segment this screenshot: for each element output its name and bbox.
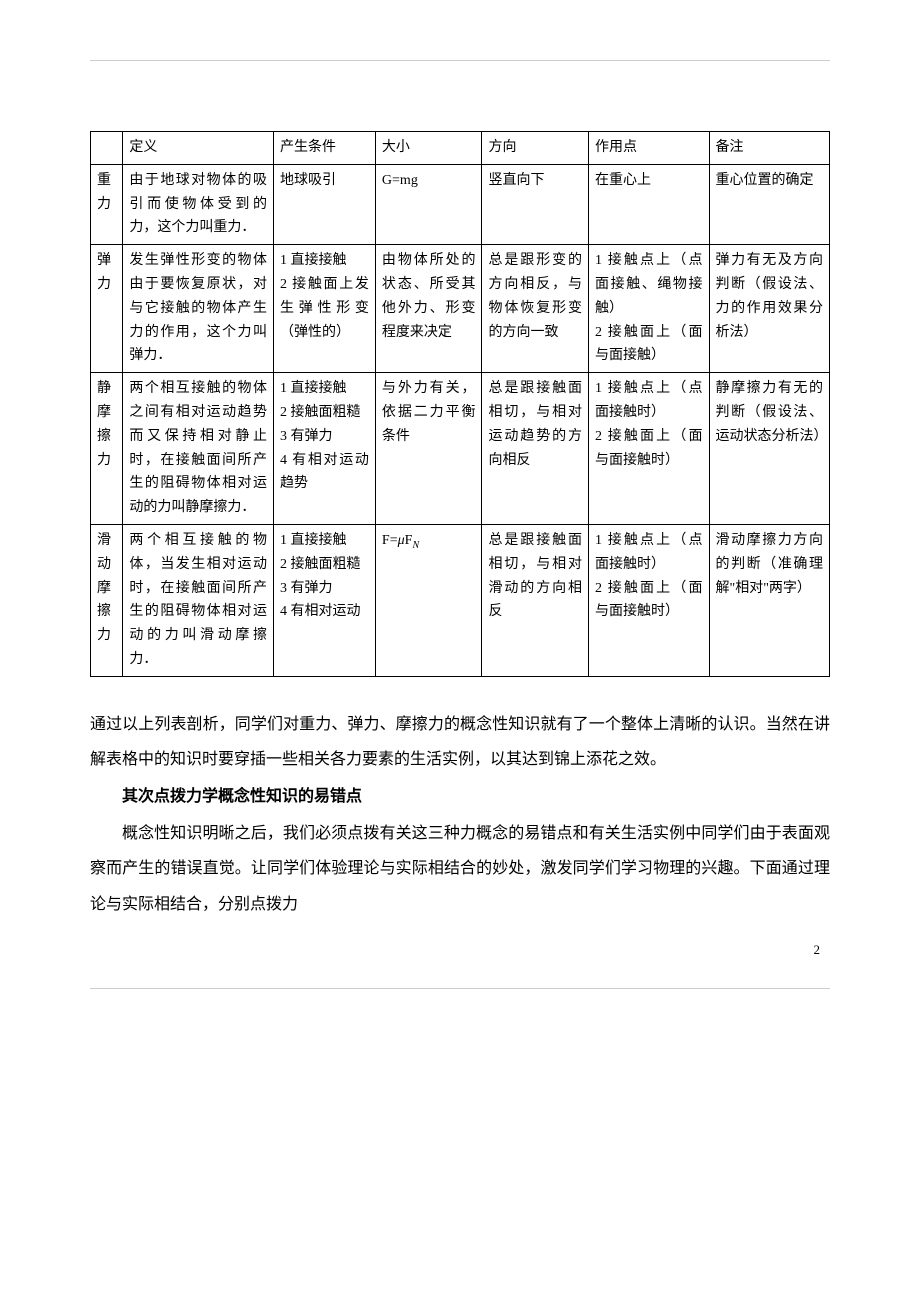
section-heading: 其次点拨力学概念性知识的易错点 <box>90 779 830 814</box>
cell-magnitude: 由物体所处的状态、所受其他外力、形变程度来决定 <box>375 245 482 373</box>
friction-formula: F=μFN <box>382 533 419 548</box>
cell-condition: 1 直接接触2 接触面粗糙3 有弹力4 有相对运动 <box>274 524 376 676</box>
cell-definition: 发生弹性形变的物体由于要恢复原状，对与它接触的物体产生力的作用，这个力叫弹力． <box>123 245 274 373</box>
cell-direction: 总是跟接触面相切，与相对滑动的方向相反 <box>482 524 589 676</box>
cell-definition: 两个相互接触的物体，当发生相对运动时，在接触面间所产生的阻碍物体相对运动的力叫滑… <box>123 524 274 676</box>
cell-magnitude: F=μFN <box>375 524 482 676</box>
paragraph: 通过以上列表剖析，同学们对重力、弹力、摩擦力的概念性知识就有了一个整体上清晰的认… <box>90 707 830 777</box>
header-cell: 方向 <box>482 132 589 165</box>
cell-direction: 总是跟接触面相切，与相对运动趋势的方向相反 <box>482 373 589 525</box>
row-name: 滑动摩擦力 <box>91 524 123 676</box>
cell-magnitude: G=mg <box>375 164 482 244</box>
header-cell <box>91 132 123 165</box>
cell-note: 重心位置的确定 <box>709 164 830 244</box>
cell-definition: 两个相互接触的物体之间有相对运动趋势而又保持相对静止时，在接触面间所产生的阻碍物… <box>123 373 274 525</box>
table-row: 滑动摩擦力 两个相互接触的物体，当发生相对运动时，在接触面间所产生的阻碍物体相对… <box>91 524 830 676</box>
cell-condition: 1 直接接触2 接触面上发生弹性形变（弹性的） <box>274 245 376 373</box>
footer-divider <box>90 988 830 989</box>
cell-condition: 地球吸引 <box>274 164 376 244</box>
cell-direction: 总是跟形变的方向相反，与物体恢复形变的方向一致 <box>482 245 589 373</box>
cell-note: 静摩擦力有无的判断（假设法、运动状态分析法） <box>709 373 830 525</box>
mu-symbol: μ <box>398 533 405 548</box>
document-page: 定义 产生条件 大小 方向 作用点 备注 重力 由于地球对物体的吸引而使物体受到… <box>90 60 830 989</box>
table-header-row: 定义 产生条件 大小 方向 作用点 备注 <box>91 132 830 165</box>
row-name: 重力 <box>91 164 123 244</box>
cell-note: 弹力有无及方向判断（假设法、力的作用效果分析法） <box>709 245 830 373</box>
cell-point: 1 接触点上（点面接触时）2 接触面上（面与面接触时） <box>589 373 709 525</box>
formula-sub: N <box>412 540 419 551</box>
header-cell: 备注 <box>709 132 830 165</box>
paragraph: 概念性知识明晰之后，我们必须点拨有关这三种力概念的易错点和有关生活实例中同学们由… <box>90 816 830 922</box>
header-cell: 定义 <box>123 132 274 165</box>
forces-table: 定义 产生条件 大小 方向 作用点 备注 重力 由于地球对物体的吸引而使物体受到… <box>90 131 830 677</box>
row-name: 弹力 <box>91 245 123 373</box>
cell-definition: 由于地球对物体的吸引而使物体受到的力，这个力叫重力． <box>123 164 274 244</box>
table-row: 静摩擦力 两个相互接触的物体之间有相对运动趋势而又保持相对静止时，在接触面间所产… <box>91 373 830 525</box>
page-number: 2 <box>90 942 830 958</box>
cell-direction: 竖直向下 <box>482 164 589 244</box>
table-row: 弹力 发生弹性形变的物体由于要恢复原状，对与它接触的物体产生力的作用，这个力叫弹… <box>91 245 830 373</box>
cell-condition: 1 直接接触2 接触面粗糙3 有弹力4 有相对运动趋势 <box>274 373 376 525</box>
formula-prefix: F= <box>382 533 398 548</box>
header-cell: 作用点 <box>589 132 709 165</box>
cell-note: 滑动摩擦力方向的判断（准确理解"相对"两字） <box>709 524 830 676</box>
header-cell: 大小 <box>375 132 482 165</box>
header-cell: 产生条件 <box>274 132 376 165</box>
row-name: 静摩擦力 <box>91 373 123 525</box>
cell-point: 1 接触点上（点面接触、绳物接触）2 接触面上（面与面接触） <box>589 245 709 373</box>
cell-point: 1 接触点上（点面接触时）2 接触面上（面与面接触时） <box>589 524 709 676</box>
cell-magnitude: 与外力有关，依据二力平衡条件 <box>375 373 482 525</box>
table-row: 重力 由于地球对物体的吸引而使物体受到的力，这个力叫重力． 地球吸引 G=mg … <box>91 164 830 244</box>
cell-point: 在重心上 <box>589 164 709 244</box>
